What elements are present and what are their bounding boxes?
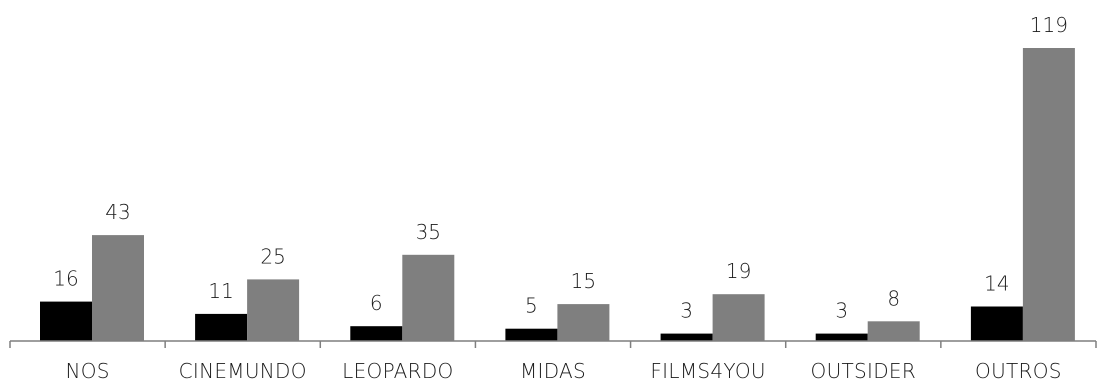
bars-group <box>40 48 1075 341</box>
bar <box>712 294 765 341</box>
x-tick-label: FILMS4YOU <box>650 359 765 382</box>
data-label: 8 <box>887 286 900 310</box>
data-label: 11 <box>208 279 233 303</box>
data-label: 6 <box>370 291 383 315</box>
data-labels-group: 16 43 11 25 6 35 5 15 3 19 3 8 14 119 <box>53 13 1068 323</box>
bar <box>402 254 455 341</box>
x-tick-label: OUTROS <box>975 359 1062 382</box>
x-axis-tick-labels: NOS CINEMUNDO LEOPARDO MIDAS FILMS4YOU OUTSID… <box>65 359 1061 382</box>
bar <box>815 333 868 341</box>
data-label: 19 <box>726 259 751 283</box>
bar <box>247 279 300 341</box>
bar <box>350 326 403 341</box>
bar <box>40 301 92 341</box>
bar <box>557 304 610 341</box>
bar <box>505 328 558 341</box>
data-label: 3 <box>835 299 848 323</box>
x-tick-label: MIDAS <box>520 359 586 382</box>
x-tick-label: CINEMUNDO <box>179 359 307 382</box>
bar <box>1022 48 1075 341</box>
data-label: 3 <box>680 299 693 323</box>
bar <box>195 313 248 341</box>
bar <box>660 333 713 341</box>
bar <box>867 321 920 341</box>
data-label: 25 <box>260 244 285 268</box>
data-label: 35 <box>416 220 441 244</box>
data-label: 43 <box>105 200 130 224</box>
data-label: 5 <box>525 294 538 318</box>
data-label: 16 <box>53 267 78 291</box>
x-tick-label: NOS <box>65 359 109 382</box>
x-axis-ticks <box>9 341 1097 348</box>
bar <box>970 306 1023 341</box>
data-label: 119 <box>1030 13 1068 37</box>
x-tick-label: LEOPARDO <box>342 359 453 382</box>
data-label: 14 <box>984 272 1009 296</box>
bar <box>92 235 144 341</box>
data-label: 15 <box>571 269 596 293</box>
x-tick-label: OUTSIDER <box>811 359 917 382</box>
